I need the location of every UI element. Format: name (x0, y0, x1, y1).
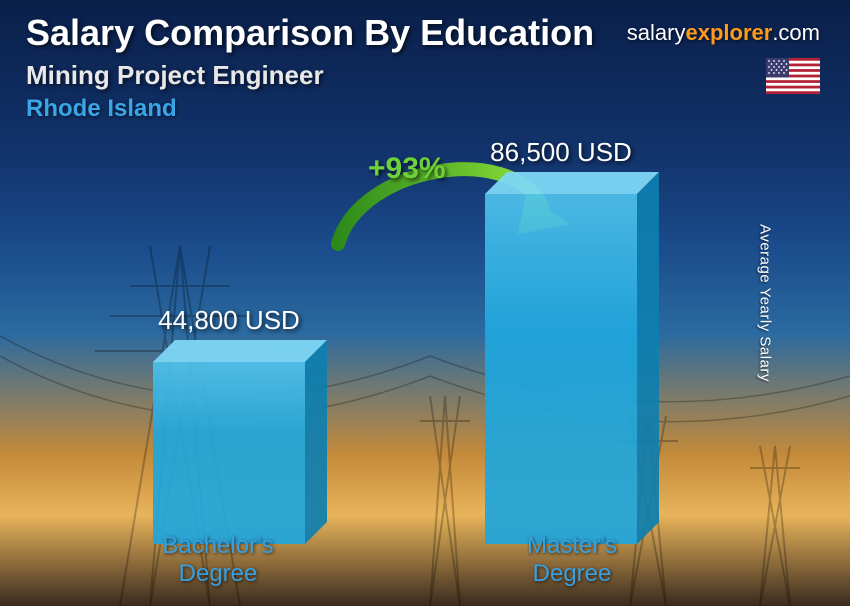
category-labels: Bachelor's Degree Master's Degree (0, 532, 790, 588)
bar-side-face (305, 340, 327, 544)
category-label: Bachelor's Degree (131, 532, 305, 588)
bar-side-face (637, 172, 659, 544)
brand-text-suffix: .com (772, 20, 820, 45)
bar-3d (153, 362, 305, 544)
brand-text-pre: salary (627, 20, 686, 45)
category-label: Master's Degree (485, 532, 659, 588)
bar-value-label: 86,500 USD (490, 137, 632, 168)
bar-chart: 44,800 USD 86,500 USD Bachelor's Degree … (0, 160, 790, 588)
usa-flag-icon (766, 58, 820, 94)
infographic-stage: Salary Comparison By Education Mining Pr… (0, 0, 850, 606)
bar-value-label: 44,800 USD (158, 305, 300, 336)
brand-logo: salaryexplorer.com (627, 20, 820, 46)
bar-bachelors: 44,800 USD (153, 305, 305, 544)
bar-front-face (153, 362, 305, 544)
bar-front-face (485, 194, 637, 544)
bar-top-face (485, 172, 659, 194)
bar-masters: 86,500 USD (485, 137, 637, 544)
job-title: Mining Project Engineer (26, 60, 824, 91)
bars-container: 44,800 USD 86,500 USD (0, 160, 790, 544)
bar-top-face (153, 340, 327, 362)
bar-3d (485, 194, 637, 544)
brand-text-accent: explorer (685, 20, 772, 45)
region-label: Rhode Island (26, 95, 824, 123)
